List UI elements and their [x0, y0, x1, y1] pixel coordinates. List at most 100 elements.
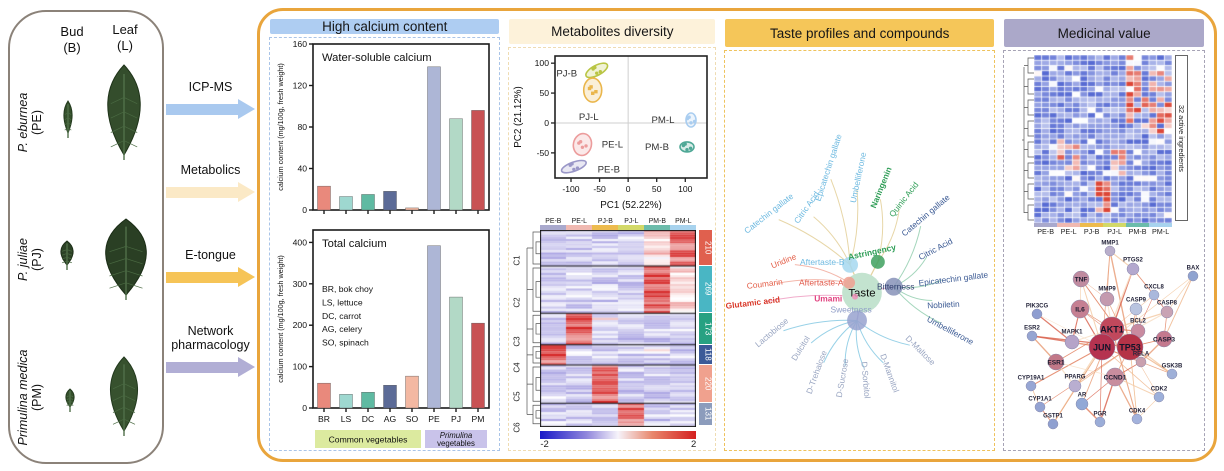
cluster-count-C6: 131 [699, 403, 713, 425]
gene-label-CYP1A1: CYP1A1 [1028, 397, 1052, 403]
gene-node-CDK4 [1131, 413, 1143, 425]
bud-column-header: Bud (B) [50, 24, 94, 57]
cluster-count-C1: 210 [699, 230, 713, 265]
compound-label: Catechin gallate [742, 191, 796, 236]
panel-high-calcium: High calcium content 0 40 80 120 160 Water-so… [268, 17, 501, 453]
svg-text:PJ: PJ [451, 414, 461, 424]
svg-text:SO, spinach: SO, spinach [322, 338, 369, 348]
species-label-pm: Primulina medica (PM) [16, 349, 45, 446]
gene-label-CDK4: CDK4 [1129, 409, 1146, 415]
chart-title: Total calcium [322, 238, 387, 250]
cluster-count-C4: 118 [699, 344, 713, 364]
svg-text:PE-L: PE-L [602, 140, 624, 151]
species-label-pj: P. juliae (PJ) [16, 238, 45, 281]
svg-text:PE: PE [428, 414, 440, 424]
gene-node-ESR2 [1026, 330, 1038, 342]
gene-node-CDK2 [1153, 391, 1165, 403]
compound-label: Dulcitol [789, 334, 812, 363]
gene-label-AR: AR [1078, 393, 1087, 399]
svg-text:80: 80 [297, 122, 307, 132]
bar-SO [405, 207, 419, 211]
network-pharmacology-label: Network pharmacology [171, 324, 250, 352]
svg-text:120: 120 [292, 81, 307, 91]
bar-PJ [449, 118, 463, 211]
svg-text:160: 160 [292, 39, 307, 49]
gene-node-TP53 [1116, 333, 1144, 361]
panel-title-medicinal: Medicinal value [1004, 19, 1204, 47]
gene-node-CASP9 [1129, 302, 1143, 316]
bar-PM [471, 322, 485, 409]
med-col-PJ-L: PJ-L [1107, 227, 1122, 236]
gene-node-PIK3CG [1031, 308, 1043, 320]
gene-node-MMP1 [1104, 245, 1116, 257]
svg-text:PJ-L: PJ-L [579, 112, 599, 123]
svg-text:PM-L: PM-L [652, 115, 676, 126]
method-icp-ms: ICP-MS [161, 80, 260, 119]
heatmap-col-PE-L: PE-L [571, 218, 587, 225]
metabolics-label: Metabolics [180, 163, 241, 177]
taste-node-Astringency [870, 254, 885, 269]
taste-node-Bitterness [884, 277, 903, 296]
cluster-count-C2: 269 [699, 266, 713, 313]
svg-text:DC, carrot: DC, carrot [322, 311, 362, 321]
gene-node-BAX [1187, 270, 1199, 282]
bar-PM [471, 110, 485, 211]
compound-label: Epicatechin gallate [918, 269, 989, 287]
gene-node-CXCL8 [1148, 289, 1160, 301]
panel-taste: Taste profiles and compounds Taste Aftert… [723, 17, 996, 453]
cluster-count-C5: 220 [699, 365, 713, 403]
svg-text:-50: -50 [537, 148, 550, 158]
results-container: High calcium content 0 40 80 120 160 Water-so… [257, 8, 1217, 462]
medicinal-heatmap: 32 active ingredients PE-B PE-L PJ-B PJ-L PM-… [1020, 55, 1189, 236]
med-col-PJ-B: PJ-B [1083, 227, 1100, 236]
bar-LS [339, 196, 353, 211]
taste-branch-label: Aftertaste-A [799, 278, 844, 288]
compound-label: Nobiletin [927, 299, 960, 311]
svg-text:0: 0 [626, 184, 631, 194]
svg-text:PC2 (21.12%): PC2 (21.12%) [513, 86, 524, 148]
cluster-label-C5: C5 [512, 391, 522, 402]
med-col-PM-B: PM-B [1128, 227, 1147, 236]
cluster-label-C1: C1 [512, 255, 522, 266]
gene-node-PGR [1094, 416, 1106, 428]
gene-label-PPARG: PPARG [1065, 375, 1086, 381]
total-calcium-chart: 0 100 200 300 400 BR LS DC AG SO PE PJ PM Total calci… [276, 229, 490, 448]
svg-text:vegetables: vegetables [437, 439, 475, 448]
svg-text:0: 0 [545, 118, 550, 128]
cluster-label-C2: C2 [512, 297, 522, 308]
gene-node-MAPK1 [1064, 334, 1080, 350]
taste-branch-label: Bitterness [877, 282, 914, 292]
leaf-image-pj-bud [60, 240, 74, 270]
med-col-PE-L: PE-L [1060, 227, 1077, 236]
taste-node-Aftertaste-A [842, 276, 855, 289]
gene-label-PGR: PGR [1094, 412, 1108, 418]
bar-DC [361, 392, 375, 409]
taste-branch-label: Umami [814, 294, 842, 304]
svg-text:AG, celery: AG, celery [322, 324, 363, 334]
compound-label: D-Sorbitol [859, 361, 872, 399]
gene-node-GSK3B [1166, 368, 1178, 380]
bar-SO [405, 375, 419, 409]
panel-content-taste: Taste Aftertaste-B Astringency Aftertaste-A… [724, 50, 996, 451]
bar-BR [317, 382, 331, 409]
bar-PJ [449, 296, 463, 409]
gene-label-BAX: BAX [1187, 266, 1200, 272]
svg-text:LS: LS [340, 414, 351, 424]
bar-BR [317, 185, 331, 211]
panel-title-metabolites: Metabolites diversity [509, 19, 716, 44]
pca-group-PJ-B [585, 62, 609, 79]
gene-node-CCND1 [1105, 367, 1125, 387]
icp-ms-label: ICP-MS [188, 80, 233, 94]
gene-label-IL6: IL6 [1075, 307, 1085, 314]
svg-text:Common vegetables: Common vegetables [328, 435, 407, 445]
cluster-label-C6: C6 [512, 421, 522, 433]
gene-label-MMP9: MMP9 [1098, 287, 1116, 293]
gene-label-BCL2: BCL2 [1130, 319, 1146, 325]
svg-text:400: 400 [292, 237, 307, 247]
cluster-label-C4: C4 [512, 362, 522, 373]
gene-label-TNF: TNF [1075, 277, 1088, 284]
scale-min: -2 [540, 439, 549, 450]
gene-label-PTGS2: PTGS2 [1123, 258, 1143, 264]
gene-node-GSTP1 [1047, 418, 1059, 430]
